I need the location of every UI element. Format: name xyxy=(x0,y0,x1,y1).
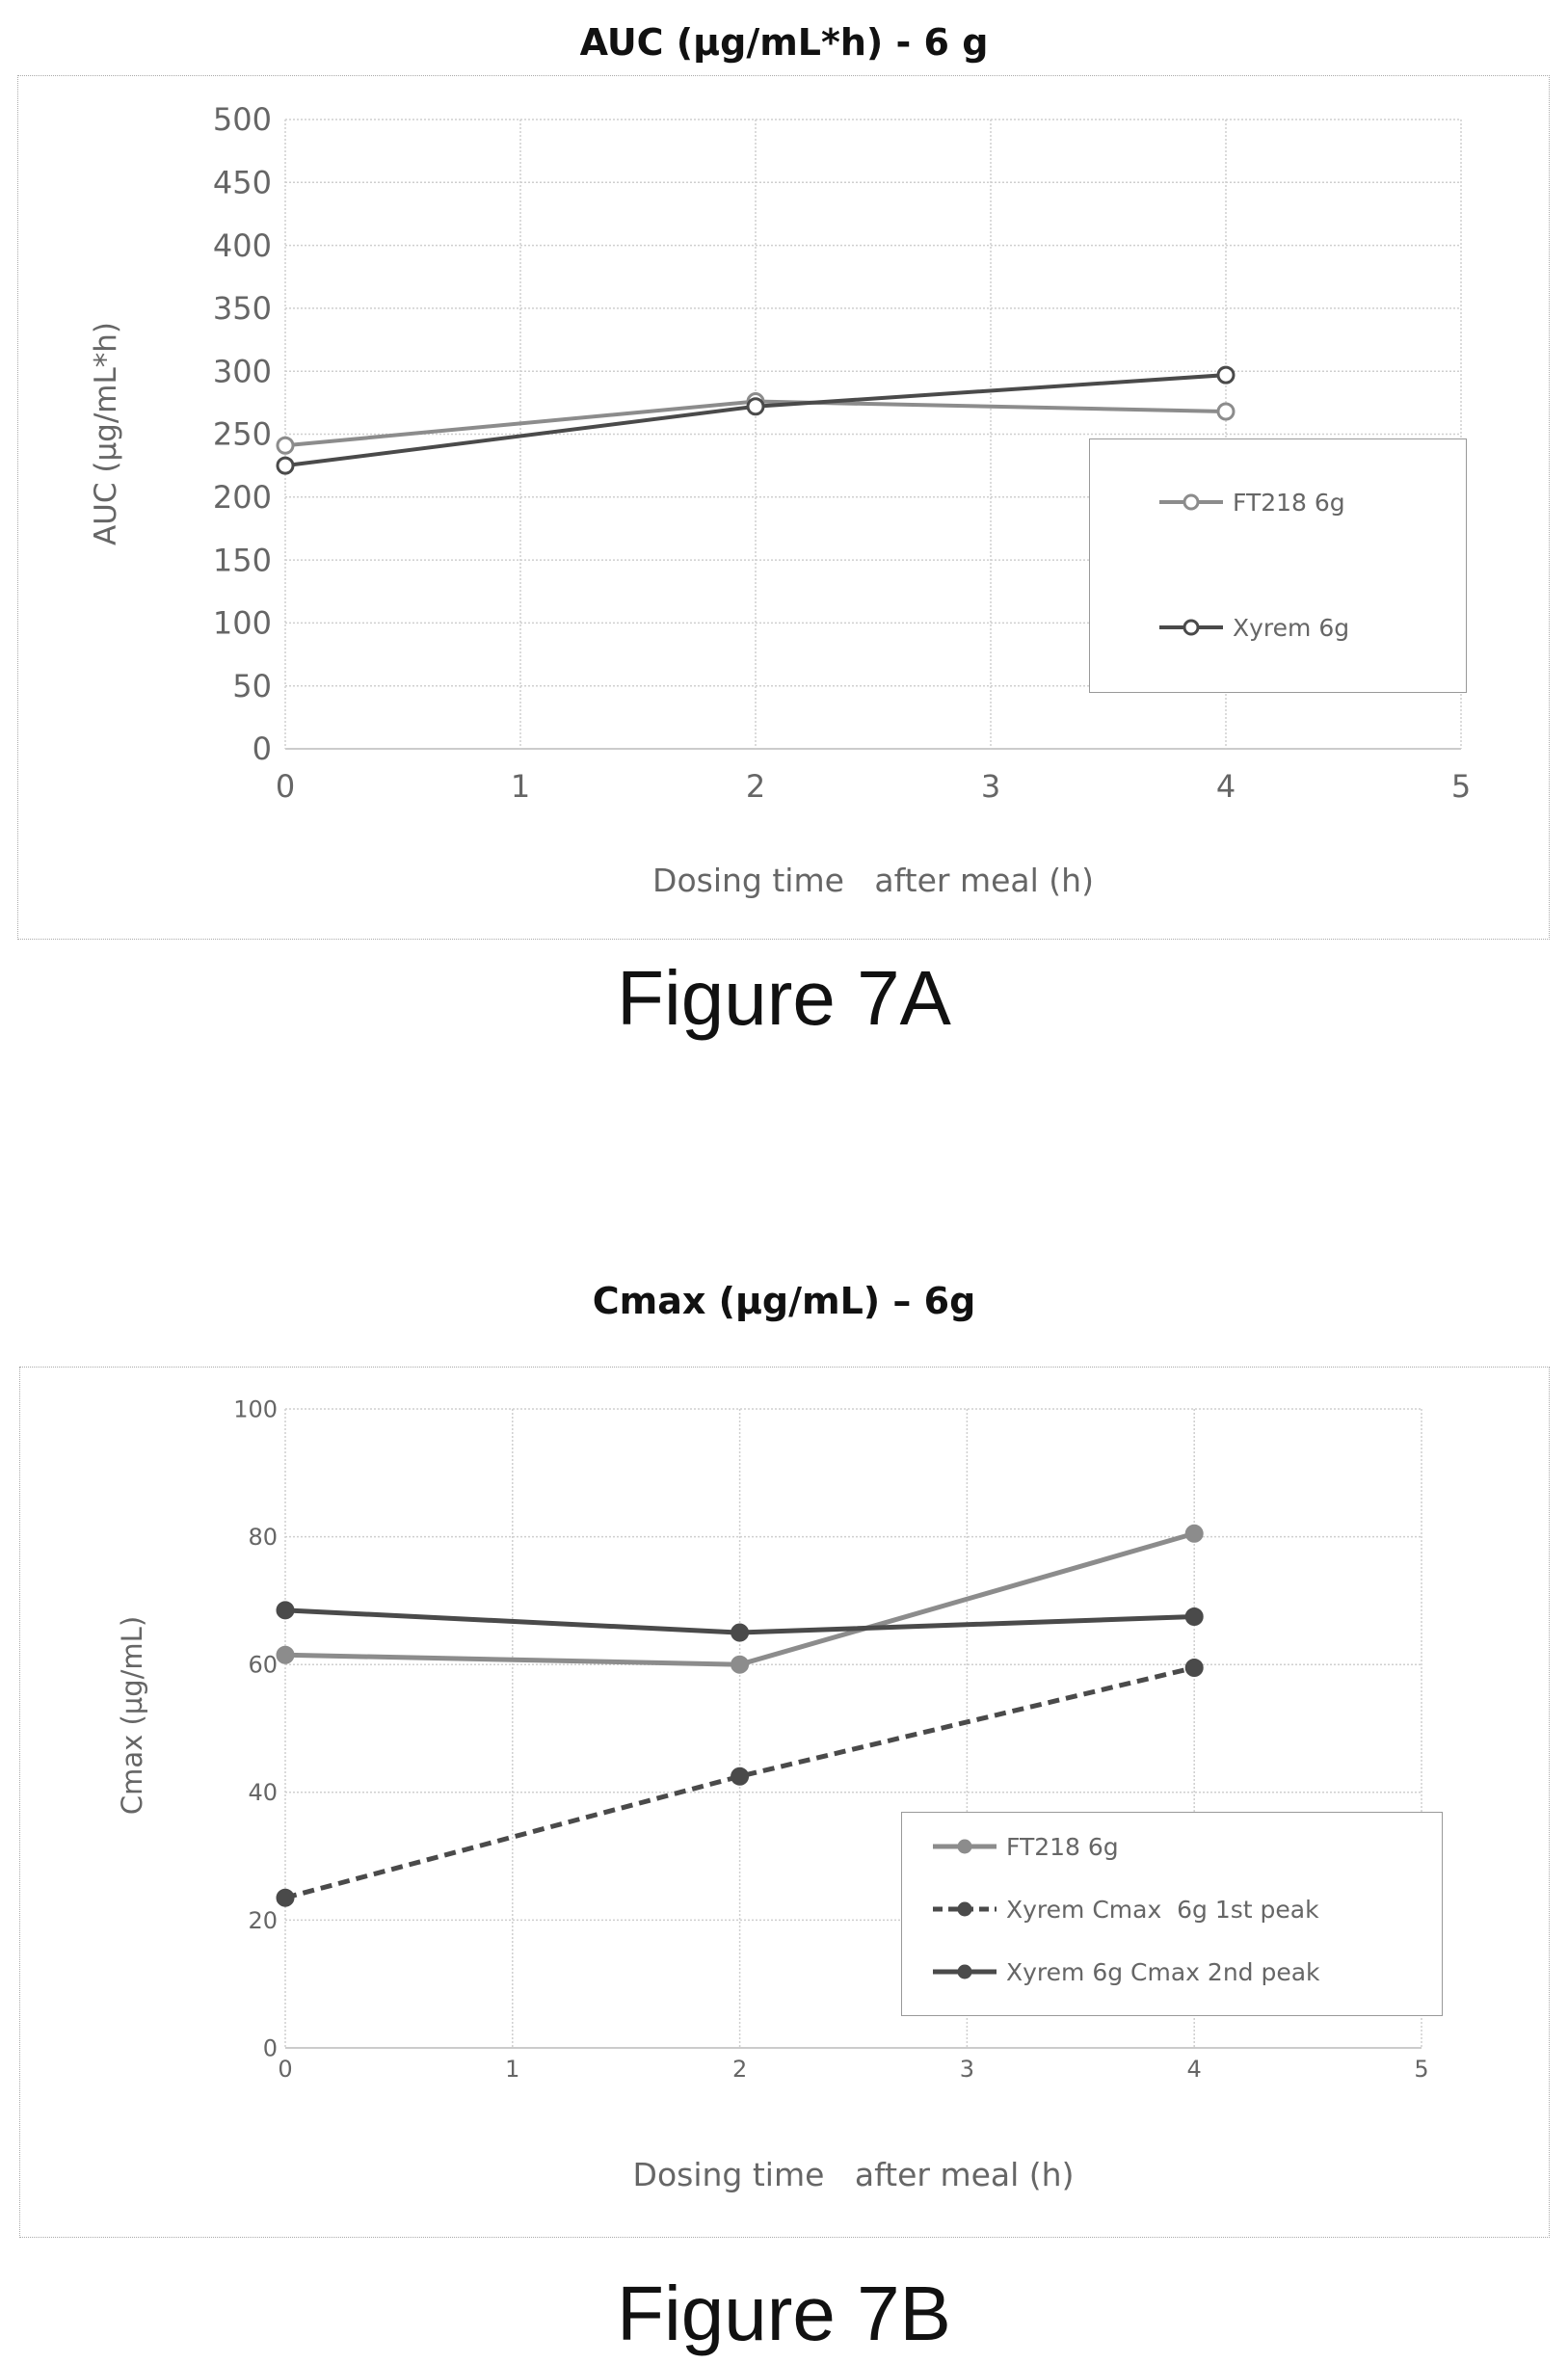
chart-b-x-tick-label: 2 xyxy=(732,2056,747,2083)
chart-b-data-point xyxy=(731,1655,750,1674)
chart-a-x-tick-label: 1 xyxy=(511,768,530,805)
chart-a-legend-item: FT218 6g xyxy=(1157,488,1345,517)
chart-b-data-point xyxy=(1184,1607,1204,1626)
chart-a-legend: FT218 6g Xyrem 6g xyxy=(1089,438,1467,693)
chart-b-legend-swatch xyxy=(933,1964,997,1979)
chart-a-title: AUC (µg/mL*h) - 6 g xyxy=(579,21,989,64)
chart-a-x-tick-label: 0 xyxy=(276,768,295,805)
chart-a-y-tick-label: 200 xyxy=(213,479,272,516)
chart-a-y-tick-label: 450 xyxy=(213,165,272,201)
chart-b-x-tick-label: 4 xyxy=(1187,2056,1202,2083)
chart-a-y-tick-label: 50 xyxy=(232,668,272,704)
chart-a-y-tick-label: 300 xyxy=(213,353,272,389)
chart-a-x-tick-label: 3 xyxy=(981,768,1000,805)
chart-a-y-tick-label: 500 xyxy=(213,101,272,138)
chart-a-y-tick-label: 350 xyxy=(213,290,272,327)
chart-a-plot: 0 50 100 150 200 250 300 350 400 450 500 0 1 2 3 4 5 Dosi… xyxy=(89,101,1471,899)
chart-a-y-tick-label: 250 xyxy=(213,416,272,453)
chart-a-y-tick-label: 0 xyxy=(252,730,272,767)
chart-a-y-tick-label: 400 xyxy=(213,227,272,264)
chart-a-legend-label: Xyrem 6g xyxy=(1233,613,1350,642)
chart-b-legend-label: FT218 6g xyxy=(1006,1832,1119,1861)
chart-a-x-tick-label: 5 xyxy=(1451,768,1471,805)
chart-b-x-tick-label: 1 xyxy=(505,2056,519,2083)
figure-7b-caption: Figure 7B xyxy=(617,2271,951,2356)
chart-b-series-line-2 xyxy=(284,1665,1195,1900)
chart-b-y-axis-label: Cmax (µg/mL) xyxy=(116,1616,148,1815)
chart-b-legend-label: Xyrem Cmax 6g 1st peak xyxy=(1006,1895,1319,1924)
chart-b-legend-item: FT218 6g xyxy=(931,1832,1119,1861)
chart-b-y-tick-label: 0 xyxy=(263,2034,278,2061)
chart-b-x-tick-label: 0 xyxy=(278,2056,292,2083)
chart-b-data-point xyxy=(276,1888,295,1907)
chart-b-y-tick-label: 20 xyxy=(248,1907,278,1934)
chart-b-data-point xyxy=(731,1766,750,1786)
chart-a-gridlines xyxy=(284,119,1462,750)
chart-a-x-axis-label: Dosing time after meal (h) xyxy=(652,862,1094,899)
chart-b-data-point xyxy=(731,1623,750,1642)
chart-a-data-point xyxy=(276,436,295,455)
chart-b-x-tick-label: 3 xyxy=(960,2056,974,2083)
chart-b-frame xyxy=(19,1367,1550,2238)
figure-7a-caption: Figure 7A xyxy=(617,955,951,1041)
chart-a-y-axis-label: AUC (µg/mL*h) xyxy=(89,322,123,545)
chart-a-data-point xyxy=(1216,402,1236,421)
chart-a-legend-swatch xyxy=(1159,619,1223,636)
chart-b-legend-swatch xyxy=(933,1901,997,1917)
chart-b-legend-item: Xyrem 6g Cmax 2nd peak xyxy=(931,1957,1320,1986)
chart-b-y-tick-label: 60 xyxy=(248,1652,278,1679)
chart-b-legend: FT218 6g Xyrem Cmax 6g 1st peak Xyrem 6g C… xyxy=(901,1812,1443,2016)
chart-b-x-axis-label: Dosing time after meal (h) xyxy=(633,2156,1075,2193)
chart-a-legend-item: Xyrem 6g xyxy=(1157,613,1349,642)
chart-b-data-point xyxy=(1184,1659,1204,1678)
chart-a-legend-swatch xyxy=(1159,493,1223,511)
chart-b-y-tick-label: 80 xyxy=(248,1524,278,1551)
chart-b-data-point xyxy=(1184,1524,1204,1543)
chart-b-data-point xyxy=(276,1645,295,1664)
chart-a-data-point xyxy=(746,397,765,416)
chart-b-title: Cmax (µg/mL) – 6g xyxy=(592,1280,976,1322)
chart-b-legend-swatch xyxy=(933,1839,997,1854)
chart-a-data-point xyxy=(1216,365,1236,385)
chart-b-x-tick-label: 5 xyxy=(1414,2056,1428,2083)
chart-a-legend-label: FT218 6g xyxy=(1233,488,1345,517)
chart-a-frame xyxy=(17,75,1550,940)
chart-b-data-point xyxy=(276,1601,295,1620)
chart-a-data-point xyxy=(276,456,295,475)
chart-a-x-tick-label: 2 xyxy=(746,768,765,805)
chart-a-y-tick-label: 150 xyxy=(213,542,272,578)
chart-a-y-tick-label: 100 xyxy=(213,605,272,642)
chart-b-y-tick-label: 100 xyxy=(233,1395,278,1422)
chart-b-legend-label: Xyrem 6g Cmax 2nd peak xyxy=(1006,1957,1320,1986)
chart-b-legend-item: Xyrem Cmax 6g 1st peak xyxy=(931,1895,1319,1924)
chart-b-y-tick-label: 40 xyxy=(248,1779,278,1806)
chart-a-x-tick-label: 4 xyxy=(1216,768,1236,805)
